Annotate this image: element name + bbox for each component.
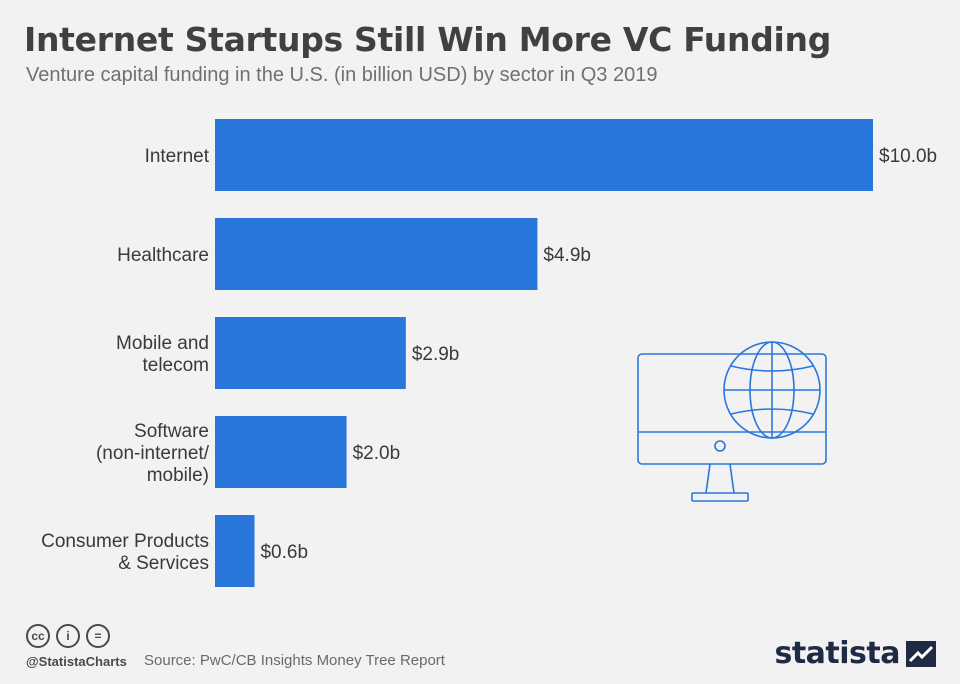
value-label-2: $2.9b: [412, 344, 460, 365]
twitter-handle[interactable]: @StatistaCharts: [26, 654, 127, 669]
value-label-3: $2.0b: [353, 443, 401, 464]
statista-logo-icon: [906, 640, 936, 667]
category-label-1: Healthcare: [117, 245, 209, 266]
category-label-0: Internet: [145, 146, 210, 167]
bar-2: [215, 317, 406, 389]
creative-commons-icon: cc: [26, 624, 50, 648]
value-label-1: $4.9b: [543, 245, 591, 266]
brand-name: statista: [774, 636, 900, 671]
attribution-icon: i: [56, 624, 80, 648]
category-label-2: Mobile and telecom: [116, 333, 209, 376]
source-note: Source: PwC/CB Insights Money Tree Repor…: [144, 652, 445, 669]
statista-logo[interactable]: statista: [774, 636, 936, 671]
value-label-4: $0.6b: [260, 542, 308, 563]
bar-4: [215, 515, 255, 587]
value-label-0: $10.0b: [879, 146, 937, 167]
chart-title: Internet Startups Still Win More VC Fund…: [24, 20, 832, 59]
category-label-4: Consumer Products & Services: [41, 531, 209, 574]
chart-subtitle: Venture capital funding in the U.S. (in …: [26, 64, 658, 86]
category-label-3: Software (non-internet/mobile): [96, 421, 210, 486]
license-icons: cc i =: [26, 624, 110, 648]
monitor-globe-icon: [637, 341, 827, 502]
bar-0: [215, 119, 873, 191]
bar-3: [215, 416, 347, 488]
no-derivatives-icon: =: [86, 624, 110, 648]
bar-1: [215, 218, 538, 290]
